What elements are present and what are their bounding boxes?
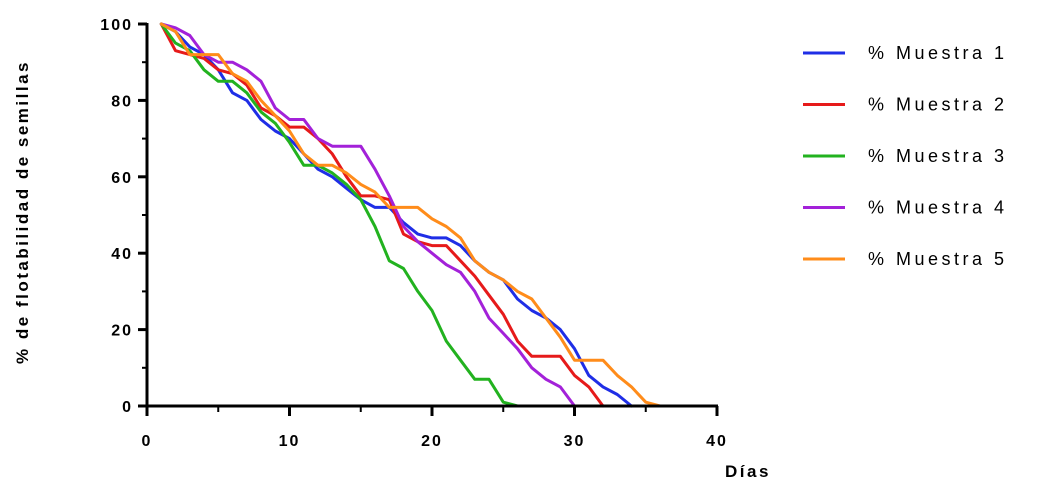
y-axis: 0 20 40 60 80 100	[100, 17, 149, 416]
series-line-4	[159, 22, 576, 408]
series-line-3	[159, 22, 519, 408]
y-tick-label: 80	[111, 93, 133, 110]
x-tick-label: 20	[421, 433, 443, 450]
y-tick-label: 40	[111, 246, 133, 263]
y-axis-title: % de flotabilidad de semillas	[13, 60, 32, 364]
legend-label-3: % Muestra 3	[868, 146, 1008, 166]
x-tick-label: 10	[279, 433, 301, 450]
legend: % Muestra 1 % Muestra 2 % Muestra 3 % Muest…	[803, 43, 1008, 269]
legend-label-2: % Muestra 2	[868, 95, 1008, 115]
x-axis-title: Días	[725, 462, 771, 481]
x-tick-label: 40	[706, 433, 728, 450]
plot-series	[159, 22, 662, 408]
y-tick-label: 100	[100, 17, 133, 34]
legend-label-4: % Muestra 4	[868, 198, 1008, 218]
series-line-5	[159, 22, 662, 408]
legend-label-5: % Muestra 5	[868, 249, 1008, 269]
legend-label-1: % Muestra 1	[868, 43, 1008, 63]
x-tick-label: 30	[564, 433, 586, 450]
y-tick-label: 0	[122, 399, 133, 416]
y-tick-label: 60	[111, 170, 133, 187]
y-tick-label: 20	[111, 323, 133, 340]
x-tick-label: 0	[142, 433, 153, 450]
x-axis: 0 10 20 30 40	[142, 404, 728, 450]
